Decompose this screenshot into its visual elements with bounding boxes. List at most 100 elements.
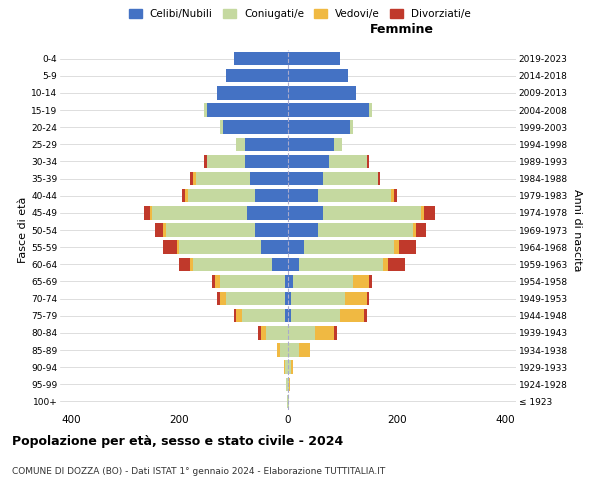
Bar [247,206,288,220]
Bar [242,309,285,322]
Bar [288,138,334,151]
Bar [280,344,288,356]
Bar [206,104,288,117]
Bar [272,258,288,271]
Bar [293,274,353,288]
Bar [329,154,367,168]
Bar [163,224,166,236]
Bar [383,258,388,271]
Bar [289,378,290,391]
Bar [288,224,318,236]
Bar [399,240,416,254]
Bar [288,69,348,82]
Bar [234,52,288,66]
Bar [245,138,288,151]
Bar [367,154,370,168]
Y-axis label: Fasce di età: Fasce di età [18,197,28,263]
Bar [285,309,288,322]
Bar [334,138,342,151]
Bar [226,69,288,82]
Bar [288,206,323,220]
Bar [288,86,356,100]
Bar [291,309,340,322]
Bar [256,224,288,236]
Bar [206,154,245,168]
Bar [304,240,394,254]
Bar [234,309,236,322]
Bar [163,240,177,254]
Bar [288,120,350,134]
Bar [266,326,288,340]
Bar [288,154,329,168]
Bar [288,274,293,288]
Bar [193,258,272,271]
Bar [413,224,416,236]
Bar [377,172,380,186]
Bar [288,172,323,186]
Bar [284,360,285,374]
Bar [315,326,334,340]
Bar [215,274,220,288]
Bar [288,326,315,340]
Bar [217,292,220,306]
Bar [193,172,196,186]
Bar [144,206,149,220]
Bar [288,378,289,391]
Text: Femmine: Femmine [370,22,434,36]
Bar [285,274,288,288]
Bar [318,189,391,202]
Bar [323,206,421,220]
Bar [155,224,163,236]
Bar [288,360,291,374]
Bar [285,360,288,374]
Bar [149,206,152,220]
Bar [285,292,288,306]
Bar [288,189,318,202]
Bar [190,258,193,271]
Bar [288,344,299,356]
Text: Popolazione per età, sesso e stato civile - 2024: Popolazione per età, sesso e stato civil… [12,435,343,448]
Bar [394,189,397,202]
Bar [166,224,256,236]
Legend: Celibi/Nubili, Coniugati/e, Vedovi/e, Divorziati/e: Celibi/Nubili, Coniugati/e, Vedovi/e, Di… [125,5,475,24]
Bar [350,120,353,134]
Bar [188,189,256,202]
Bar [288,258,299,271]
Bar [391,189,394,202]
Bar [323,172,377,186]
Bar [217,86,288,100]
Bar [288,309,291,322]
Bar [220,292,226,306]
Bar [318,224,413,236]
Bar [291,292,345,306]
Bar [179,240,261,254]
Bar [245,154,288,168]
Bar [177,240,179,254]
Bar [204,104,206,117]
Bar [190,172,193,186]
Bar [353,274,370,288]
Bar [204,154,206,168]
Bar [388,258,405,271]
Bar [424,206,434,220]
Bar [370,104,372,117]
Bar [286,378,288,391]
Bar [334,326,337,340]
Bar [288,292,291,306]
Bar [291,360,293,374]
Bar [236,138,245,151]
Bar [421,206,424,220]
Bar [258,326,261,340]
Bar [256,189,288,202]
Bar [277,344,280,356]
Bar [223,120,288,134]
Bar [236,309,242,322]
Text: COMUNE DI DOZZA (BO) - Dati ISTAT 1° gennaio 2024 - Elaborazione TUTTITALIA.IT: COMUNE DI DOZZA (BO) - Dati ISTAT 1° gen… [12,468,385,476]
Bar [250,172,288,186]
Bar [288,104,370,117]
Bar [394,240,399,254]
Bar [367,292,370,306]
Bar [416,224,427,236]
Bar [152,206,247,220]
Bar [179,258,190,271]
